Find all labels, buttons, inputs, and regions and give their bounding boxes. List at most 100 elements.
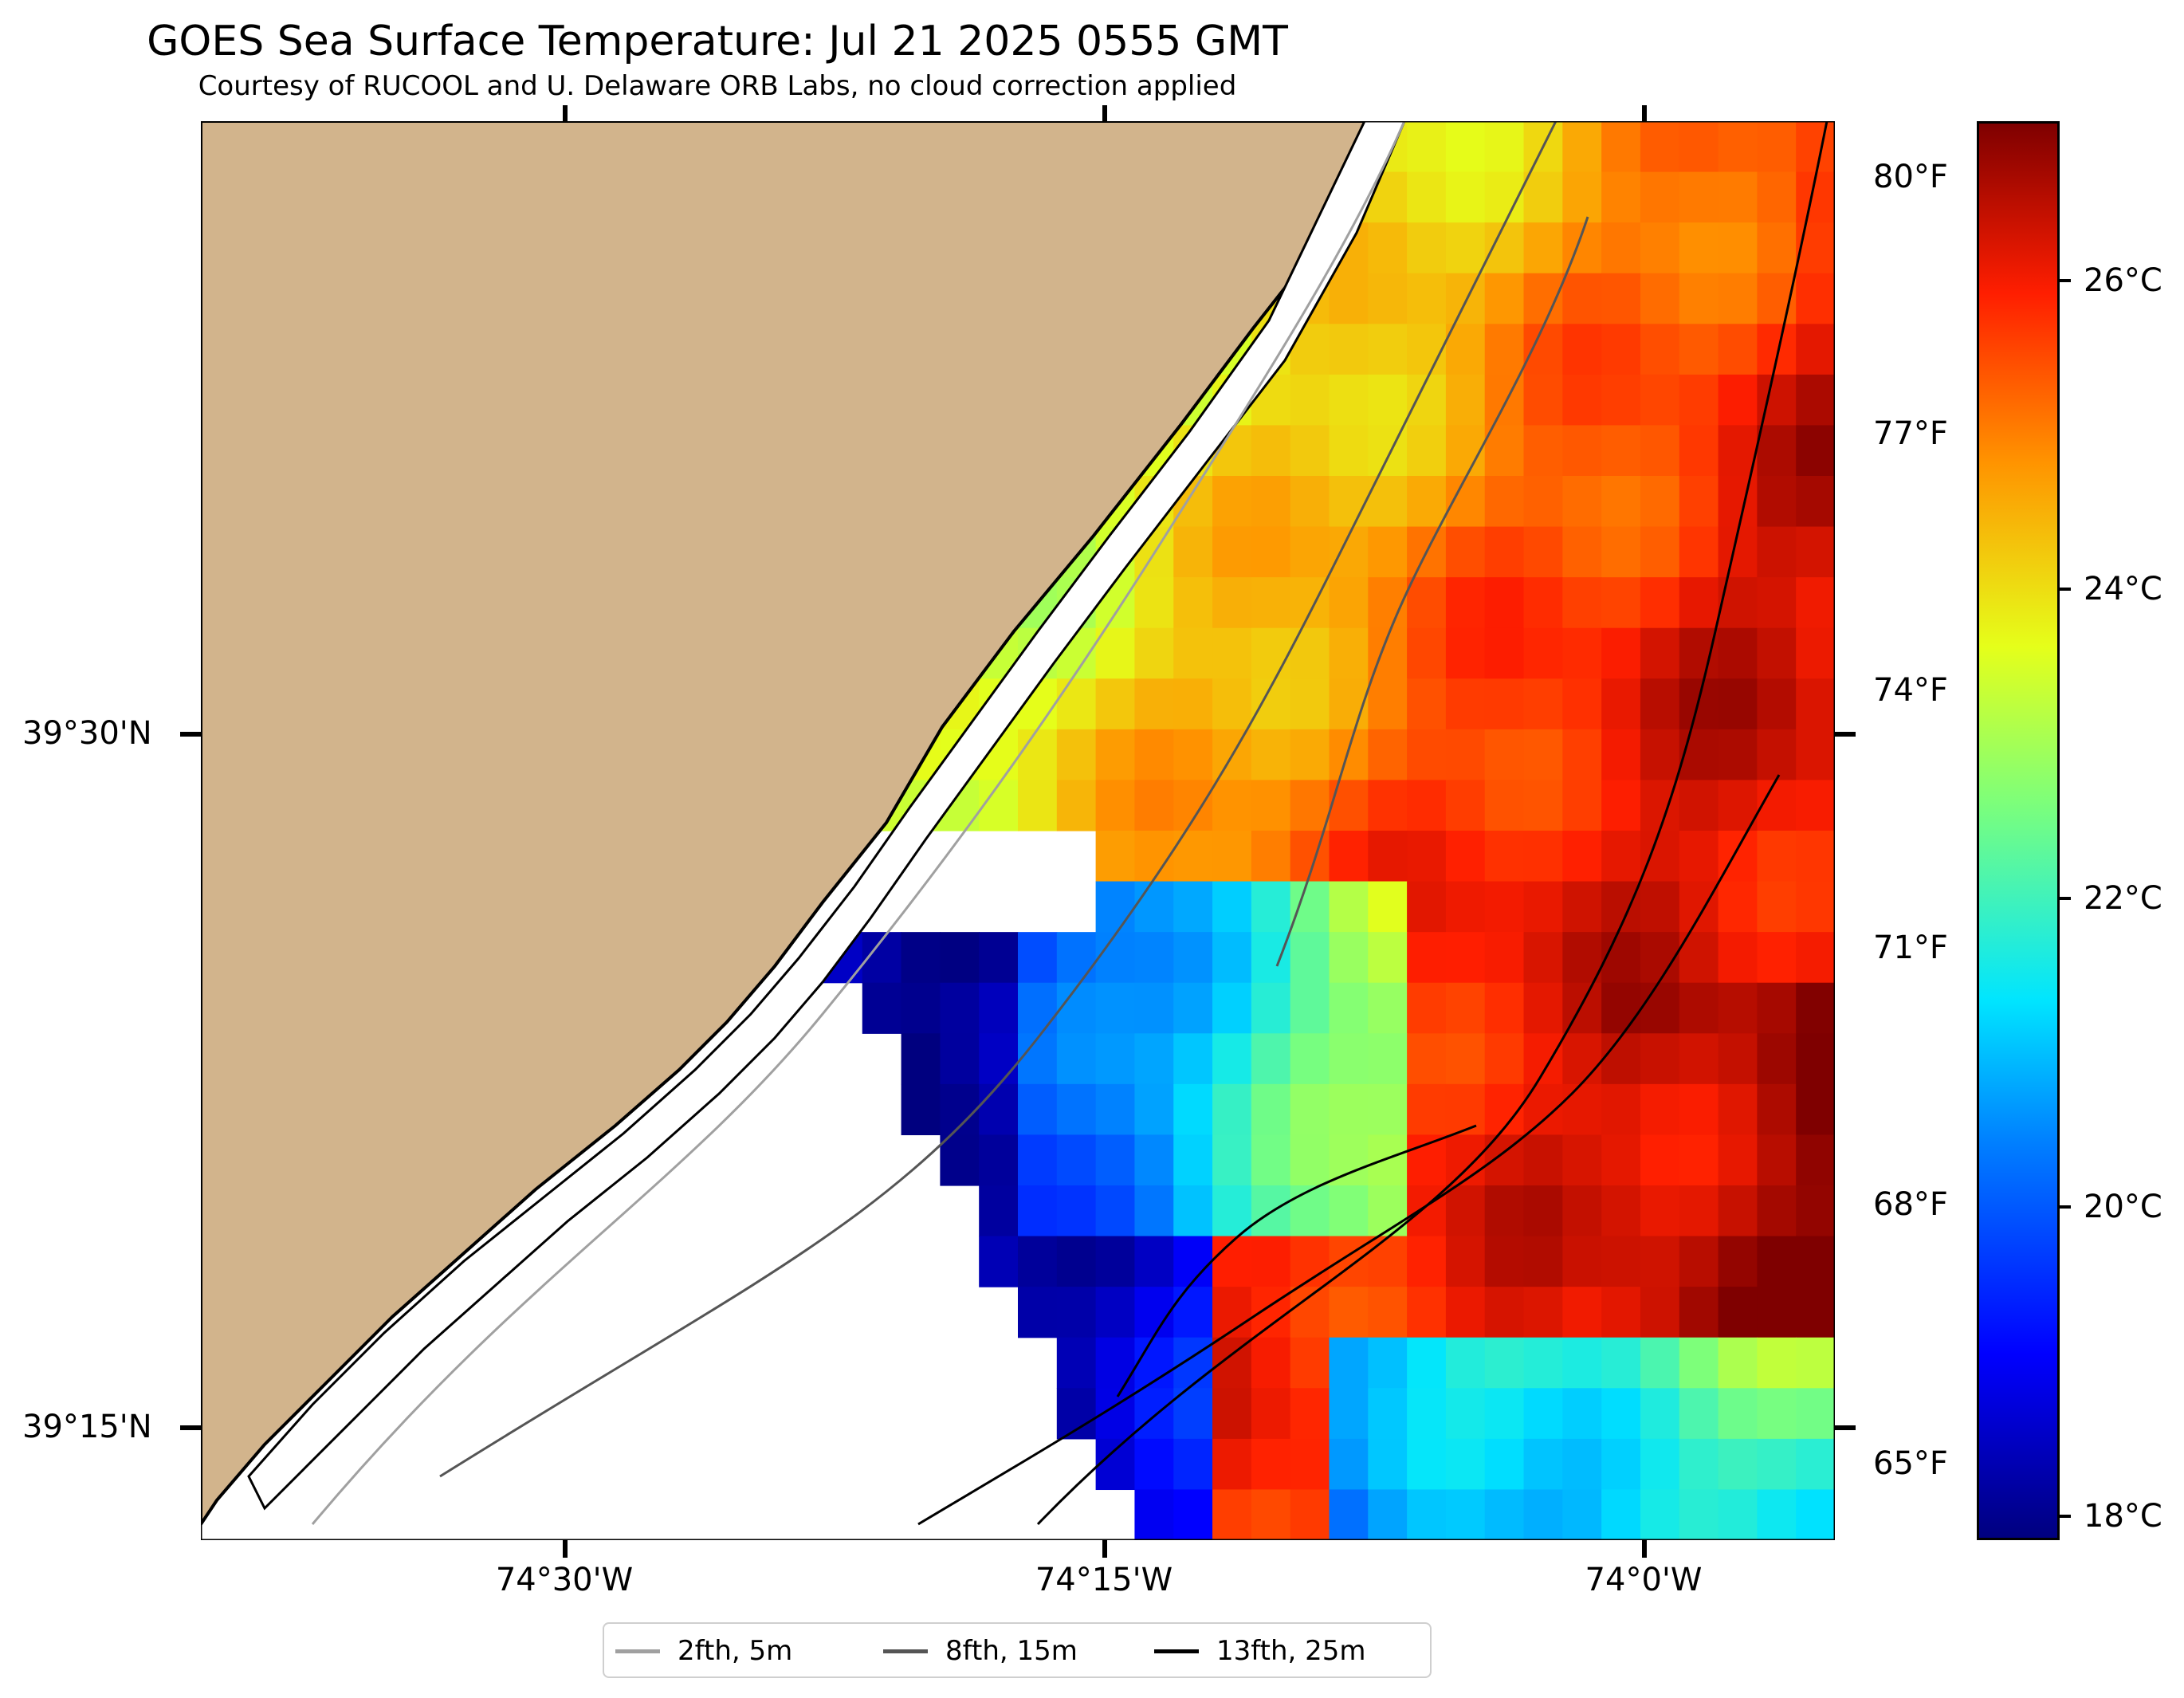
sst-cell xyxy=(1407,577,1447,629)
sst-cell xyxy=(1368,881,1408,933)
sst-cell xyxy=(1018,1185,1058,1237)
lon-tick xyxy=(563,1540,568,1558)
sst-cell xyxy=(1679,982,1719,1034)
sst-cell xyxy=(1251,627,1291,679)
lon-label-74-15: 74°15'W xyxy=(1035,1562,1173,1598)
sst-cell xyxy=(1056,1185,1097,1237)
sst-cell xyxy=(1173,526,1213,578)
sst-cell xyxy=(1601,627,1641,679)
sst-cell xyxy=(1757,1287,1797,1338)
sst-cell xyxy=(1679,1337,1719,1389)
sst-cell xyxy=(1562,881,1602,933)
sst-cell xyxy=(1679,1287,1719,1338)
cbar-tick xyxy=(2060,1515,2071,1518)
sst-cell xyxy=(1095,1236,1136,1287)
sst-cell xyxy=(1679,273,1719,324)
sst-cell xyxy=(1601,577,1641,629)
sst-cell xyxy=(1173,678,1213,730)
sst-cell xyxy=(1095,678,1136,730)
sst-cell xyxy=(1018,1236,1058,1287)
sst-cell xyxy=(1757,171,1797,223)
sst-cell xyxy=(1329,1185,1369,1237)
sst-cell xyxy=(1562,526,1602,578)
sst-cell xyxy=(1601,121,1641,173)
sst-cell xyxy=(1368,1185,1408,1237)
sst-cell xyxy=(1757,1083,1797,1136)
sst-cell xyxy=(1445,678,1486,730)
sst-cell xyxy=(1290,982,1330,1034)
sst-cell xyxy=(1407,374,1447,426)
lat-tick xyxy=(180,1425,201,1430)
sst-cell xyxy=(1173,729,1213,781)
sst-cell xyxy=(1290,1083,1330,1136)
sst-cell xyxy=(1757,982,1797,1034)
sst-cell xyxy=(1407,425,1447,477)
sst-cell xyxy=(1329,982,1369,1034)
sst-cell xyxy=(1290,729,1330,781)
sst-cell xyxy=(1523,1388,1563,1440)
sst-cell xyxy=(1718,627,1758,679)
sst-cell xyxy=(1251,1033,1291,1085)
sst-cell xyxy=(940,1134,980,1186)
sst-cell xyxy=(1523,1185,1563,1237)
sst-cell xyxy=(1290,1287,1330,1338)
sst-cell xyxy=(1018,932,1058,984)
sst-cell xyxy=(1679,1185,1719,1237)
sst-map[interactable] xyxy=(201,121,1835,1540)
sst-cell xyxy=(1601,780,1641,831)
sst-cell xyxy=(1718,678,1758,730)
sst-cell xyxy=(1640,171,1680,223)
sst-cell xyxy=(1601,1438,1641,1491)
sst-cell xyxy=(1484,121,1525,173)
sst-cell xyxy=(1718,1236,1758,1287)
sst-cell xyxy=(1601,324,1641,375)
sst-cell xyxy=(1562,1134,1602,1186)
sst-cell xyxy=(1134,982,1174,1034)
sst-cell xyxy=(1718,982,1758,1034)
sst-cell xyxy=(1679,324,1719,375)
sst-cell xyxy=(1173,577,1213,629)
sst-cell xyxy=(1484,982,1525,1034)
sst-cell xyxy=(1407,982,1447,1034)
bathymetry-contour xyxy=(1036,121,1829,1526)
sst-cell xyxy=(1718,1083,1758,1136)
sst-cell xyxy=(1018,982,1058,1034)
sst-cell xyxy=(1796,273,1835,324)
sst-cell xyxy=(1407,222,1447,274)
sst-cell xyxy=(1134,780,1174,831)
sst-cell xyxy=(1484,780,1525,831)
f-label-80: 80°F xyxy=(1873,159,1948,195)
sst-cell xyxy=(1484,324,1525,375)
sst-cell xyxy=(1601,1185,1641,1237)
sst-cell xyxy=(1796,729,1835,781)
sst-cell xyxy=(1018,1134,1058,1186)
sst-cell xyxy=(1679,1033,1719,1085)
sst-cell xyxy=(1718,932,1758,984)
sst-cell xyxy=(1679,1134,1719,1186)
sst-cell xyxy=(1484,273,1525,324)
sst-cell xyxy=(1407,1083,1447,1136)
sst-cell xyxy=(1407,121,1447,173)
sst-cell xyxy=(1056,932,1097,984)
sst-cell xyxy=(1134,1134,1174,1186)
sst-cell xyxy=(1484,729,1525,781)
sst-cell xyxy=(1251,577,1291,629)
sst-cell xyxy=(1601,526,1641,578)
sst-cell xyxy=(1601,1337,1641,1389)
sst-cell xyxy=(1718,324,1758,375)
sst-cell xyxy=(1796,982,1835,1034)
sst-cell xyxy=(1290,425,1330,477)
sst-cell xyxy=(1407,881,1447,933)
sst-cell xyxy=(1484,831,1525,882)
sst-cell xyxy=(1368,273,1408,324)
sst-cell xyxy=(1562,1185,1602,1237)
sst-cell xyxy=(1640,1185,1680,1237)
sst-cell xyxy=(1212,1438,1252,1491)
sst-cell xyxy=(1757,1033,1797,1085)
sst-cell xyxy=(1368,780,1408,831)
sst-cell xyxy=(1640,1388,1680,1440)
sst-cell xyxy=(1562,1083,1602,1136)
sst-cell xyxy=(1640,526,1680,578)
sst-cell xyxy=(1290,374,1330,426)
bathymetry-contour xyxy=(1275,216,1589,967)
